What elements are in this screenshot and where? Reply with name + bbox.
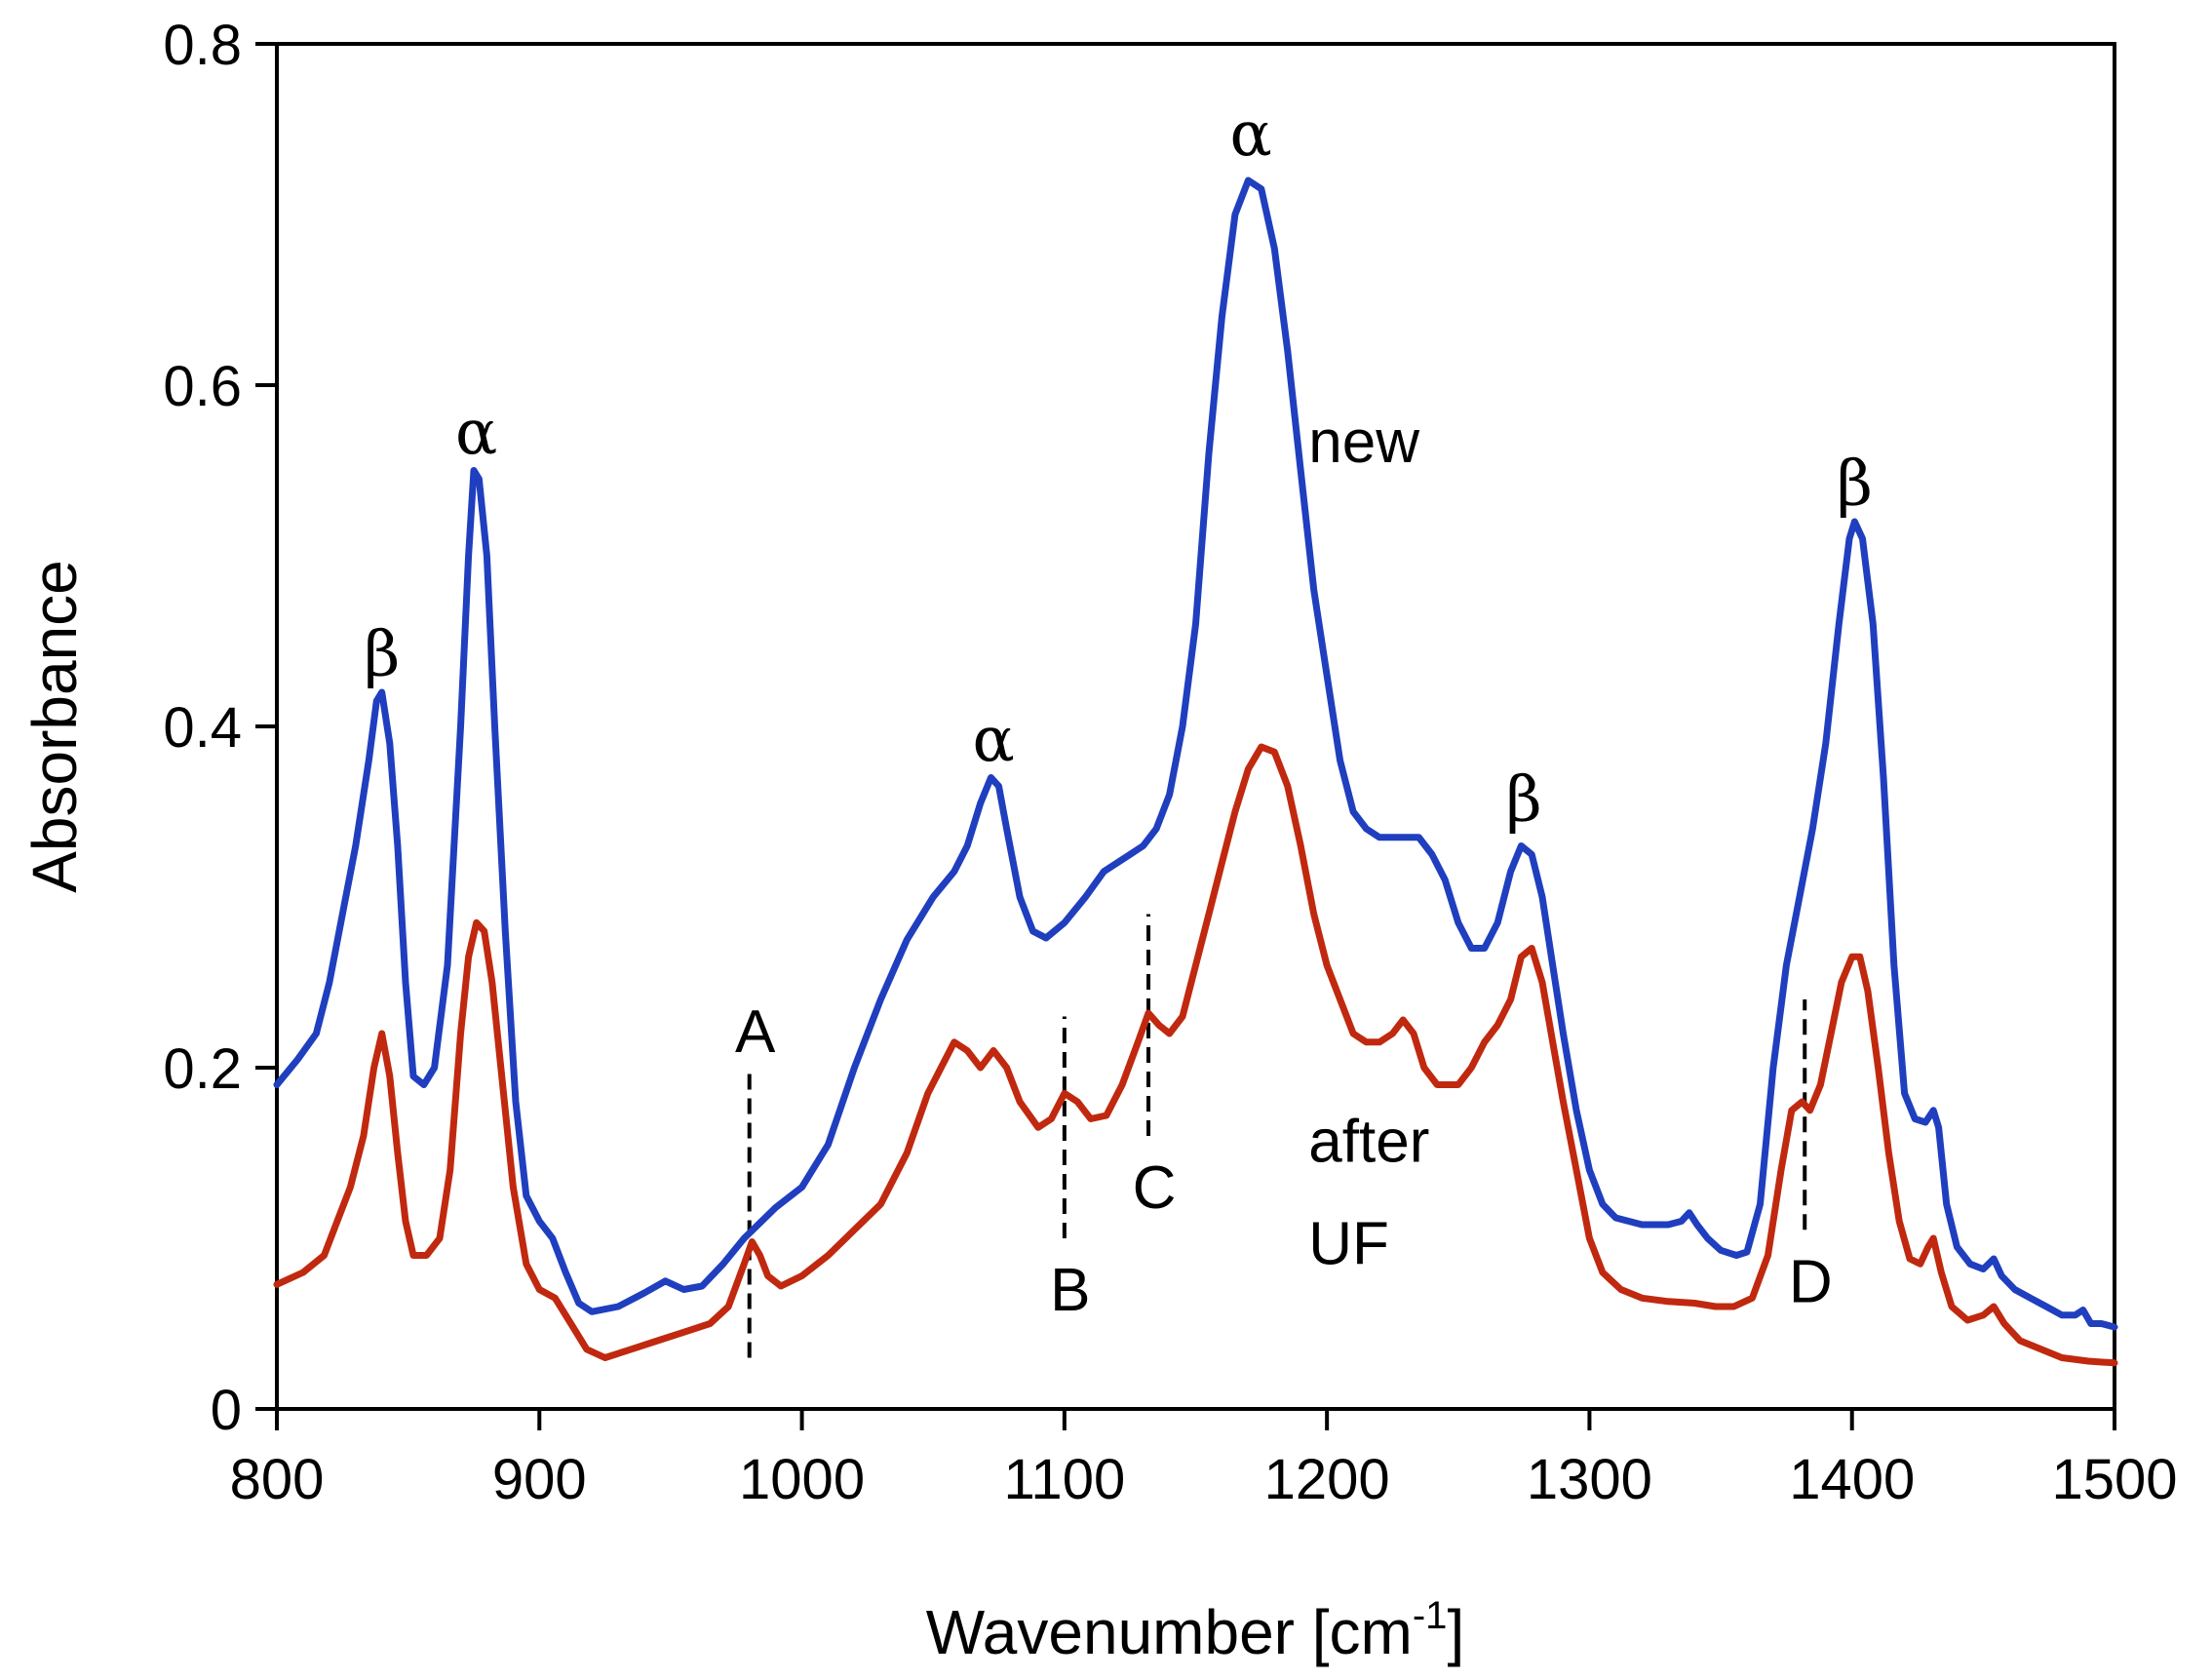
peak-annotations: β α α α β β new after UF <box>364 98 1873 1278</box>
x-tick-label: 1000 <box>739 1448 865 1511</box>
peak-label: α <box>455 397 497 469</box>
curve-label: after <box>1308 1108 1429 1175</box>
curve-label: new <box>1308 409 1419 476</box>
x-tick-label: 1400 <box>1789 1448 1915 1511</box>
x-axis-title: Wavenumber [cm-1] <box>926 1594 1464 1667</box>
x-tick-label: 1300 <box>1527 1448 1652 1511</box>
data-series <box>273 176 2118 1367</box>
reference-label-c: C <box>1133 1154 1177 1222</box>
y-tick-label: 0.4 <box>163 696 242 760</box>
x-tick-label: 1100 <box>1003 1448 1125 1511</box>
x-tick-label: 800 <box>230 1448 325 1511</box>
reference-label-b: B <box>1050 1257 1090 1324</box>
plot-frame <box>275 42 2116 1411</box>
peak-label: β <box>1506 763 1542 836</box>
x-tick-label: 1500 <box>2051 1448 2177 1511</box>
y-tick-label: 0.6 <box>163 355 242 418</box>
x-axis-title-sup: -1 <box>1413 1594 1448 1637</box>
y-tick-label: 0.8 <box>163 14 242 77</box>
reference-label-a: A <box>735 998 776 1066</box>
y-axis-title: Absorbance <box>19 560 90 893</box>
peak-label: α <box>973 704 1015 776</box>
x-tick-label: 1200 <box>1264 1448 1390 1511</box>
curve-label: UF <box>1308 1210 1389 1277</box>
x-tick-label: 900 <box>492 1448 587 1511</box>
reference-lines: A BC D <box>735 914 1833 1358</box>
series-line-new <box>273 176 2118 1331</box>
series-line-after-uf <box>273 743 2118 1367</box>
y-tick-label: 0.2 <box>163 1037 242 1101</box>
peak-label: β <box>364 619 400 691</box>
y-tick-label: 0 <box>211 1379 242 1442</box>
axis-ticks: 800 900 1000 1100 1200 1300 1400 1500 0 0.2 0.4 0.6… <box>163 14 2177 1511</box>
reference-label-d: D <box>1789 1248 1833 1315</box>
peak-label: α <box>1229 98 1271 171</box>
x-axis-title-end: ] <box>1447 1597 1464 1667</box>
x-axis-title-main: Wavenumber [cm <box>926 1597 1413 1667</box>
peak-label: β <box>1837 449 1873 521</box>
